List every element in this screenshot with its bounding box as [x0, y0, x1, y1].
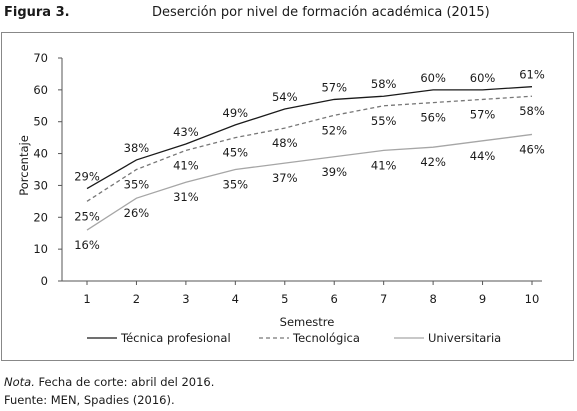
- data-label: 58%: [519, 104, 545, 118]
- note-label: Nota.: [4, 375, 35, 389]
- y-tick-label: 60: [33, 83, 48, 97]
- data-label: 46%: [519, 142, 545, 156]
- data-label: 52%: [321, 123, 347, 137]
- x-tick-label: 7: [380, 292, 387, 306]
- x-tick-label: 1: [83, 292, 90, 306]
- x-tick-label: 9: [479, 292, 486, 306]
- data-label: 44%: [470, 149, 496, 163]
- legend-label-1: Técnica profesional: [120, 331, 231, 345]
- data-label: 45%: [223, 146, 249, 160]
- y-tick-label: 40: [33, 147, 48, 161]
- data-label: 57%: [321, 80, 347, 94]
- series-line-2: [86, 95, 533, 202]
- data-label: 60%: [420, 71, 446, 85]
- data-label: 49%: [223, 106, 249, 120]
- chart-series: [86, 86, 533, 231]
- data-label: 31%: [173, 190, 199, 204]
- x-axis-title: Semestre: [280, 315, 335, 329]
- line-chart: 0 10 20 30 40 50 60 70 1 2 3 4 5 6 7 8 9 10 Semestre Porcen…: [17, 51, 545, 345]
- note-text: Fecha de corte: abril del 2016.: [38, 375, 215, 389]
- data-label: 25%: [74, 209, 100, 223]
- x-tick-label: 4: [232, 292, 239, 306]
- data-label: 57%: [470, 107, 496, 121]
- data-label: 54%: [272, 90, 298, 104]
- data-label: 35%: [124, 178, 150, 192]
- series-line-3: [86, 133, 533, 231]
- y-tick-label: 10: [33, 242, 48, 256]
- y-tick-label: 20: [33, 210, 48, 224]
- data-label: 61%: [519, 68, 545, 82]
- x-tick-label: 6: [331, 292, 338, 306]
- data-label: 16%: [74, 238, 100, 252]
- figure-title: Deserción por nivel de formación académi…: [152, 5, 490, 20]
- x-tick-label: 5: [281, 292, 288, 306]
- data-label: 38%: [124, 141, 150, 155]
- data-label: 35%: [223, 178, 249, 192]
- x-tick-label: 10: [525, 292, 540, 306]
- data-label: 41%: [173, 158, 199, 172]
- x-tick-label: 8: [429, 292, 436, 306]
- y-tick-label: 70: [33, 51, 48, 65]
- data-label: 58%: [371, 77, 397, 91]
- data-label: 37%: [272, 171, 298, 185]
- chart-data-labels: 29% 38% 43% 49% 54% 57% 58% 60% 60% 61% 25% 35% 41% 4…: [74, 68, 545, 252]
- data-label: 29%: [74, 170, 100, 184]
- series-line-1: [86, 86, 533, 190]
- legend-label-2: Tecnológica: [292, 331, 360, 345]
- data-label: 43%: [173, 125, 199, 139]
- data-label: 42%: [420, 155, 446, 169]
- legend-label-3: Universitaria: [428, 331, 501, 345]
- x-tick-label: 2: [133, 292, 140, 306]
- figure-note: Nota. Fecha de corte: abril del 2016.: [4, 375, 214, 389]
- y-tick-label: 50: [33, 115, 48, 129]
- y-tick-label: 0: [41, 274, 48, 288]
- data-label: 39%: [321, 165, 347, 179]
- data-label: 60%: [470, 71, 496, 85]
- data-label: 41%: [371, 158, 397, 172]
- figure-header: Figura 3. Deserción por nivel de formaci…: [0, 0, 577, 26]
- chart-legend: Técnica profesional Tecnológica Universita…: [87, 331, 501, 345]
- data-label: 55%: [371, 114, 397, 128]
- data-label: 48%: [272, 136, 298, 150]
- y-axis-title: Porcentaje: [17, 135, 31, 196]
- x-tick-label: 3: [182, 292, 189, 306]
- chart-frame: 0 10 20 30 40 50 60 70 1 2 3 4 5 6 7 8 9 10 Semestre Porcen…: [1, 32, 574, 361]
- data-label: 26%: [124, 206, 150, 220]
- chart-axes: 0 10 20 30 40 50 60 70 1 2 3 4 5 6 7 8 9 10 Semestre Porcen…: [17, 51, 542, 329]
- data-label: 56%: [420, 111, 446, 125]
- y-tick-label: 30: [33, 178, 48, 192]
- figure-source: Fuente: MEN, Spadies (2016).: [4, 393, 175, 407]
- figure-label: Figura 3.: [4, 5, 70, 20]
